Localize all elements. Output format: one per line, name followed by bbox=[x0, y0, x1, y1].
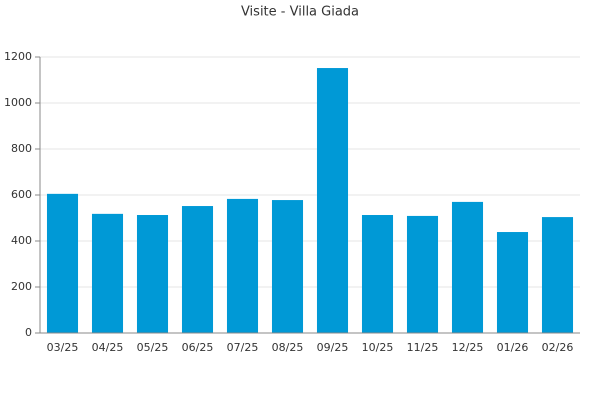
y-tick-label: 0 bbox=[25, 326, 32, 339]
x-tick-label: 01/26 bbox=[497, 341, 529, 354]
y-tick-label: 400 bbox=[11, 234, 32, 247]
x-tick-label: 06/25 bbox=[182, 341, 214, 354]
x-tick-label: 11/25 bbox=[407, 341, 439, 354]
bar bbox=[271, 200, 304, 333]
bar bbox=[406, 215, 439, 333]
y-tick-label: 600 bbox=[11, 188, 32, 201]
x-tick-label: 08/25 bbox=[272, 341, 304, 354]
x-tick-label: 09/25 bbox=[317, 341, 349, 354]
y-tick-label: 1200 bbox=[4, 50, 32, 63]
bar bbox=[226, 198, 259, 333]
bar bbox=[91, 213, 124, 333]
y-tick-label: 1000 bbox=[4, 96, 32, 109]
y-tick-label: 800 bbox=[11, 142, 32, 155]
bar bbox=[496, 232, 529, 333]
x-tick-label: 10/25 bbox=[362, 341, 394, 354]
bar bbox=[136, 215, 169, 333]
x-tick-label: 04/25 bbox=[92, 341, 124, 354]
x-tick-label: 02/26 bbox=[542, 341, 574, 354]
chart-title: Visite - Villa Giada bbox=[241, 5, 359, 20]
x-tick-label: 05/25 bbox=[137, 341, 169, 354]
x-tick-label: 12/25 bbox=[452, 341, 484, 354]
bar bbox=[316, 68, 349, 333]
x-tick-label: 07/25 bbox=[227, 341, 259, 354]
bar bbox=[451, 201, 484, 333]
y-tick-label: 200 bbox=[11, 280, 32, 293]
bar bbox=[46, 193, 79, 333]
x-tick-label: 03/25 bbox=[47, 341, 79, 354]
bar bbox=[181, 206, 214, 333]
bar bbox=[361, 215, 394, 333]
bar bbox=[541, 217, 574, 333]
